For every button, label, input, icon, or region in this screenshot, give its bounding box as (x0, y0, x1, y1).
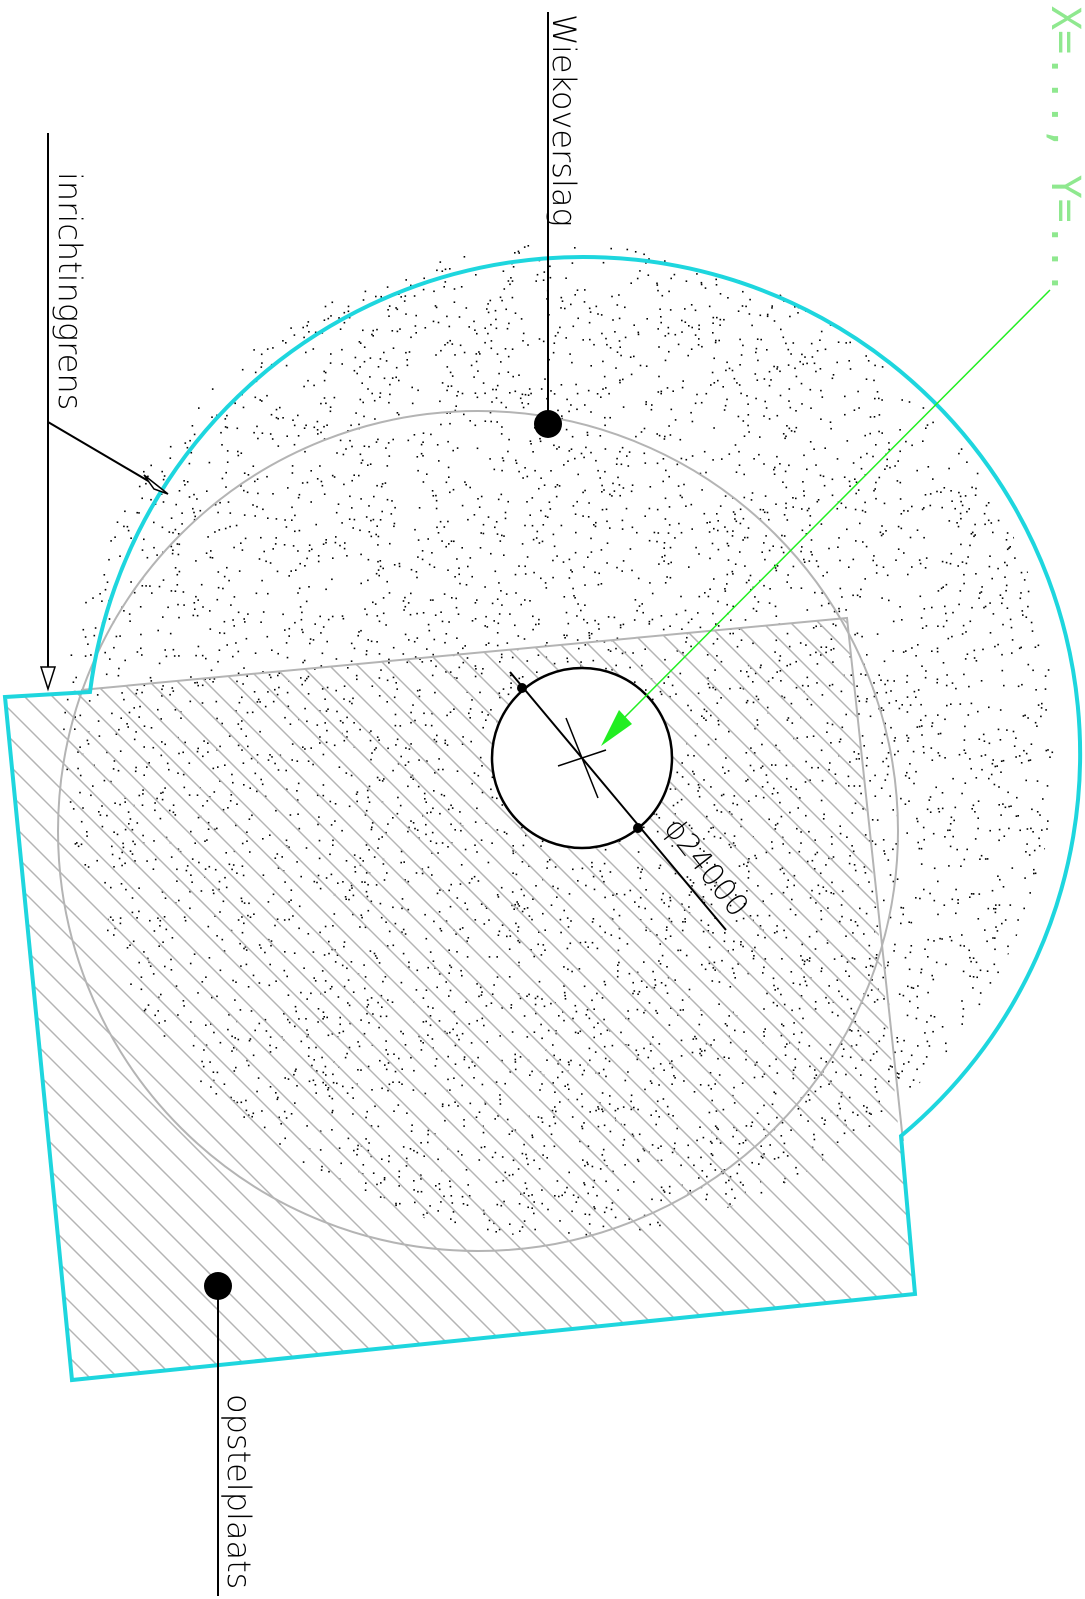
wiekoverslag-dot (534, 410, 562, 438)
inrichtinggrens-leader-diagonal (47, 421, 151, 483)
dimension-end-dot-1 (517, 683, 527, 693)
wiekoverslag-label: Wiekoverslag (545, 14, 583, 227)
coordinate-pointer-arrowhead (601, 710, 632, 746)
inrichtinggrens-label: inrichtinggrens (51, 172, 89, 410)
inrichtinggrens-arrowhead-diagonal (143, 474, 169, 495)
coordinate-label: X=..., Y=... (1042, 6, 1085, 295)
dimension-end-dot-2 (633, 823, 643, 833)
inrichtinggrens-boundary (2, 254, 1083, 1383)
opstelplaats-dot (204, 1272, 232, 1300)
opstelplaats-label: opstelplaats (220, 1394, 258, 1589)
platform-inner-edge (80, 616, 904, 1142)
coordinate-pointer-line (615, 289, 1051, 727)
dimension-line (509, 671, 727, 931)
overlap-circle-outline (57, 410, 899, 1252)
inrichtinggrens-arrowhead-down (39, 666, 57, 692)
